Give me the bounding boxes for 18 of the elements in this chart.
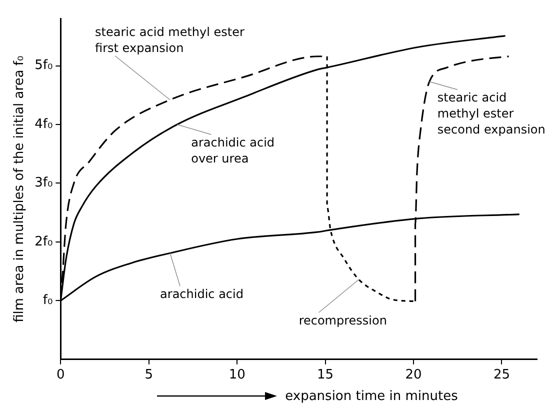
y-tick-label: 4f₀ [34, 116, 53, 132]
series-label: arachidic acid over urea [191, 136, 275, 166]
text: arachidic acid [160, 287, 244, 302]
x-tick-label: 10 [228, 368, 246, 383]
x-tick-label: 20 [405, 368, 422, 383]
series-label: stearic acid methyl ester second expansion [437, 90, 546, 137]
y-tick-label: f₀ [42, 293, 53, 308]
x-tick-label: 25 [493, 368, 510, 383]
x-tick-label: 5 [144, 368, 154, 383]
series-label: recompression [298, 314, 387, 328]
x-axis-title: expansion time in minutes [285, 388, 458, 404]
x-tick-label: 0 [56, 368, 65, 383]
x-tick-label: 15 [317, 368, 334, 383]
y-axis-title: film area in multiples of the initial area f₀ [12, 56, 28, 322]
series-label: stearic acid methyl ester first expansion [95, 24, 244, 55]
y-tick-label: 5f₀ [34, 58, 53, 74]
y-tick-label: 2f₀ [34, 234, 53, 250]
y-tick-label: 3f₀ [34, 176, 53, 191]
